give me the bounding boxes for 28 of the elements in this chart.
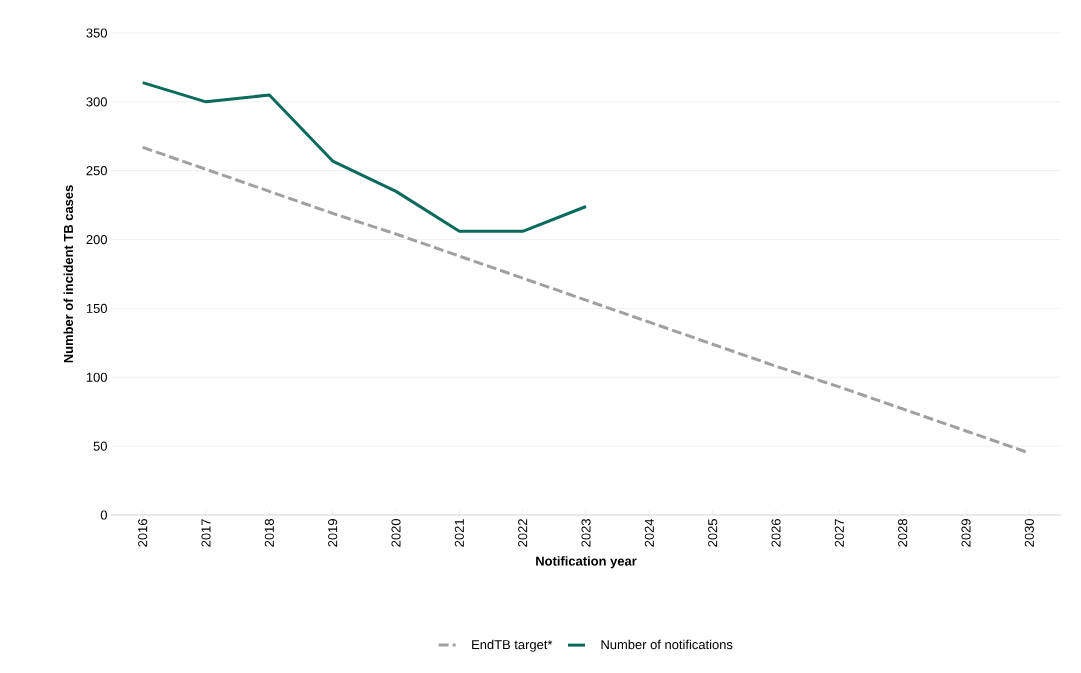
y-tick-label: 150	[86, 303, 107, 313]
x-tick-label: 2016	[138, 519, 148, 547]
y-tick-label: 50	[93, 441, 107, 451]
y-tick-label: 250	[86, 166, 107, 176]
x-tick-label: 2024	[644, 518, 654, 547]
y-tick-label: 350	[86, 28, 107, 38]
y-tick-label: 200	[86, 234, 107, 245]
y-tick-label: 100	[86, 372, 107, 382]
x-tick-label: 2028	[898, 519, 908, 547]
legend-label: EndTB target*	[472, 639, 553, 652]
x-tick-label: 2029	[961, 519, 971, 547]
y-axis-title: Number of incident TB cases	[63, 185, 74, 363]
x-tick-label: 2021	[454, 519, 464, 547]
x-tick-label: 2018	[264, 519, 274, 547]
x-tick-label: 2017	[201, 519, 211, 547]
legend-label: Number of notifications	[601, 639, 733, 650]
x-tick-label: 2030	[1024, 519, 1034, 547]
y-tick-label: 300	[86, 97, 107, 107]
x-tick-label: 2027	[834, 519, 844, 547]
x-axis-title: Notification year	[536, 556, 637, 569]
x-tick-label: 2020	[391, 519, 401, 547]
y-tick-label: 0	[100, 510, 107, 520]
line-series	[141, 81, 588, 233]
x-tick-label: 2025	[708, 519, 718, 547]
x-tick-label: 2023	[581, 519, 591, 547]
x-tick-label: 2019	[328, 519, 338, 547]
x-tick-label: 2022	[518, 519, 528, 547]
x-tick-label: 2026	[771, 519, 781, 547]
